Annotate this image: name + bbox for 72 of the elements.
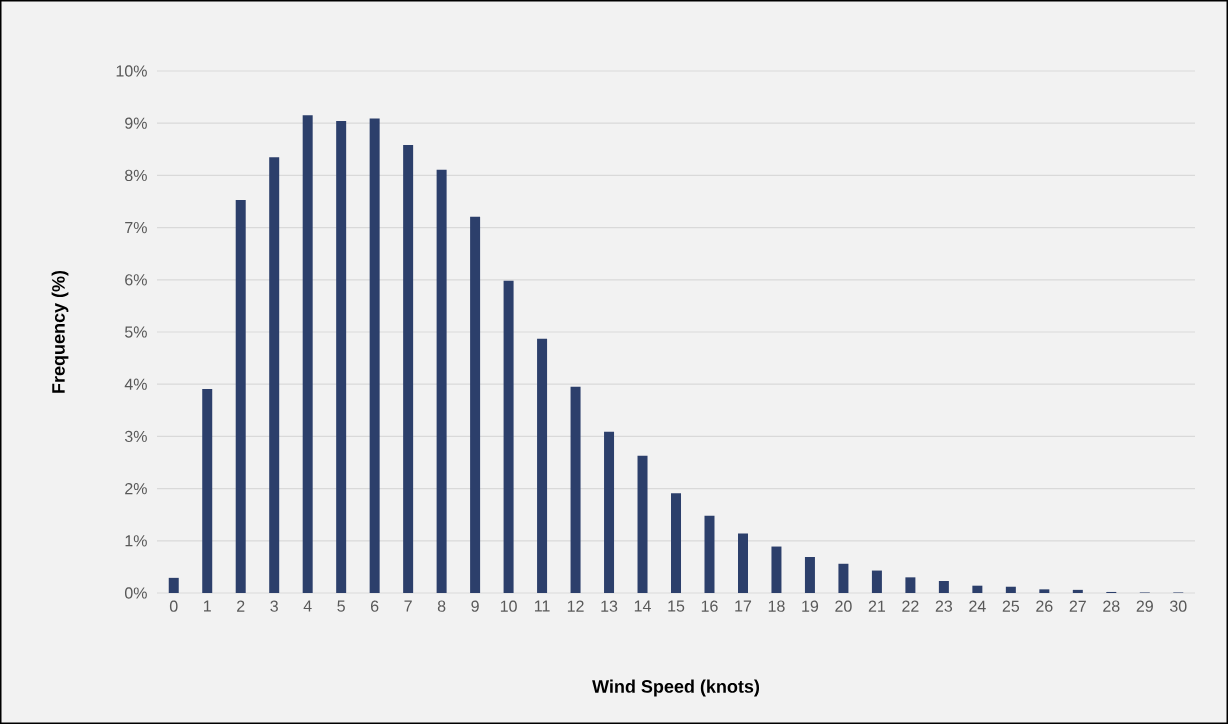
y-tick-label: 1% bbox=[125, 535, 147, 547]
bar bbox=[369, 118, 380, 593]
x-tick-label: 28 bbox=[1103, 600, 1120, 612]
x-tick-label: 21 bbox=[868, 600, 886, 612]
bar bbox=[403, 145, 414, 593]
bar bbox=[671, 493, 682, 593]
bar bbox=[905, 577, 916, 593]
x-tick-label: 3 bbox=[270, 600, 278, 612]
y-tick-label: 4% bbox=[124, 378, 147, 390]
x-tick-label: 16 bbox=[701, 600, 718, 612]
bar bbox=[1005, 586, 1016, 593]
bar bbox=[871, 570, 882, 593]
bar bbox=[972, 585, 983, 593]
x-tick-label: 25 bbox=[1002, 600, 1020, 612]
x-tick-label: 7 bbox=[404, 600, 412, 612]
x-tick-label: 14 bbox=[634, 600, 651, 612]
bar bbox=[838, 563, 849, 593]
x-tick-label: 15 bbox=[668, 600, 685, 612]
x-tick-label: 9 bbox=[471, 600, 479, 612]
bar bbox=[302, 115, 313, 593]
y-tick-label: 3% bbox=[124, 430, 147, 443]
bar bbox=[637, 455, 648, 593]
bar bbox=[771, 546, 782, 593]
x-tick-label: 23 bbox=[935, 600, 953, 612]
y-tick-label: 5% bbox=[124, 326, 147, 338]
bar bbox=[503, 280, 514, 593]
y-tick-label: 6% bbox=[125, 274, 147, 286]
x-tick-label: 13 bbox=[601, 600, 618, 612]
x-tick-label: 27 bbox=[1069, 600, 1086, 612]
y-tick-label: 9% bbox=[125, 117, 147, 129]
x-tick-label: 18 bbox=[768, 600, 785, 612]
bar bbox=[202, 388, 213, 593]
x-tick-label: 17 bbox=[735, 600, 752, 612]
x-tick-label: 24 bbox=[969, 600, 986, 612]
x-tick-label: 11 bbox=[534, 600, 550, 612]
bar bbox=[470, 216, 481, 593]
x-axis-title: Wind Speed (knots) bbox=[592, 679, 760, 697]
x-tick-label: 29 bbox=[1136, 600, 1153, 612]
y-tick-label: 8% bbox=[125, 169, 147, 182]
bar bbox=[235, 199, 246, 593]
bar bbox=[804, 556, 815, 593]
y-tick-label: 7% bbox=[125, 222, 147, 234]
x-tick-label: 20 bbox=[835, 600, 852, 612]
bar bbox=[938, 580, 949, 593]
bar bbox=[704, 515, 715, 593]
x-tick-label: 4 bbox=[303, 600, 312, 612]
x-tick-label: 26 bbox=[1036, 600, 1053, 612]
x-tick-label: 12 bbox=[567, 600, 584, 612]
x-tick-label: 19 bbox=[802, 600, 819, 612]
y-tick-label: 10% bbox=[116, 65, 147, 77]
x-tick-label: 1 bbox=[204, 600, 211, 612]
y-tick-label: 2% bbox=[125, 482, 147, 495]
x-tick-label: 22 bbox=[902, 600, 919, 612]
bar bbox=[436, 169, 447, 593]
bar bbox=[537, 338, 548, 593]
bar bbox=[570, 386, 581, 593]
bar bbox=[336, 121, 347, 593]
x-tick-label: 30 bbox=[1169, 600, 1187, 612]
bar bbox=[168, 577, 179, 593]
x-tick-label: 8 bbox=[437, 600, 446, 612]
bar bbox=[604, 431, 615, 593]
x-tick-label: 5 bbox=[337, 600, 345, 612]
bar bbox=[269, 157, 280, 593]
x-tick-label: 0 bbox=[169, 600, 178, 612]
y-axis-title: Frequency (%) bbox=[51, 270, 69, 393]
x-tick-label: 10 bbox=[500, 600, 517, 612]
x-tick-label: 6 bbox=[371, 600, 379, 612]
y-tick-label: 0% bbox=[124, 587, 147, 599]
bar bbox=[1072, 589, 1083, 593]
x-tick-label: 2 bbox=[237, 600, 245, 612]
bar bbox=[1039, 589, 1050, 593]
bar bbox=[737, 533, 748, 593]
